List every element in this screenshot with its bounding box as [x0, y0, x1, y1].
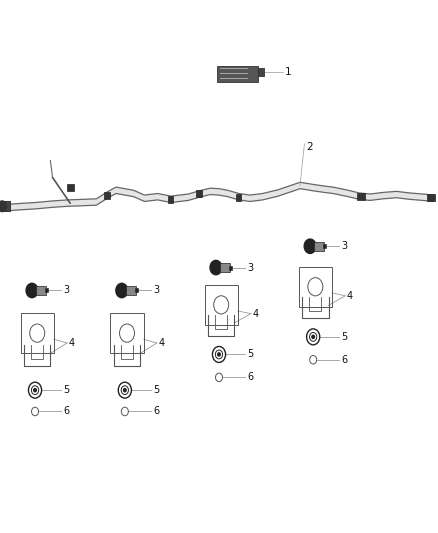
Text: 3: 3 [247, 263, 254, 272]
Bar [220, 263, 230, 272]
Text: 6: 6 [64, 407, 70, 416]
Text: 4: 4 [158, 338, 164, 348]
Text: 6: 6 [153, 407, 159, 416]
Bar [2, 201, 10, 211]
Bar [236, 194, 241, 201]
Bar [427, 194, 435, 201]
Circle shape [304, 239, 316, 253]
Bar [229, 265, 232, 270]
Circle shape [0, 201, 7, 212]
Bar [45, 288, 48, 293]
Text: 6: 6 [247, 373, 254, 382]
Bar [258, 68, 264, 76]
Text: 3: 3 [153, 286, 159, 295]
Bar [67, 184, 74, 191]
Bar [323, 244, 326, 248]
Text: 1: 1 [285, 67, 291, 77]
Bar [217, 66, 258, 82]
Text: 4: 4 [68, 338, 74, 348]
Polygon shape [4, 182, 434, 211]
Text: 2: 2 [307, 142, 313, 151]
Bar [196, 190, 202, 197]
Bar [110, 313, 144, 353]
Bar [299, 266, 332, 307]
Circle shape [116, 284, 127, 297]
Text: 3: 3 [64, 286, 70, 295]
Text: 5: 5 [64, 385, 70, 395]
Text: 5: 5 [153, 385, 159, 395]
Bar [314, 242, 324, 251]
Circle shape [124, 389, 126, 392]
Circle shape [210, 260, 222, 274]
Bar [205, 285, 238, 325]
Circle shape [218, 353, 220, 356]
Bar [168, 196, 173, 203]
Text: 4: 4 [252, 309, 258, 319]
Bar [357, 193, 365, 200]
Circle shape [26, 284, 38, 297]
Text: 3: 3 [342, 241, 348, 251]
Bar [135, 288, 138, 293]
Text: 5: 5 [247, 350, 254, 359]
Text: 4: 4 [346, 291, 353, 301]
Bar [126, 286, 136, 295]
Circle shape [34, 389, 36, 392]
Circle shape [312, 335, 314, 338]
Bar [104, 192, 110, 199]
Bar [36, 286, 46, 295]
Text: 5: 5 [342, 332, 348, 342]
Bar [21, 313, 54, 353]
Text: 6: 6 [342, 355, 348, 365]
